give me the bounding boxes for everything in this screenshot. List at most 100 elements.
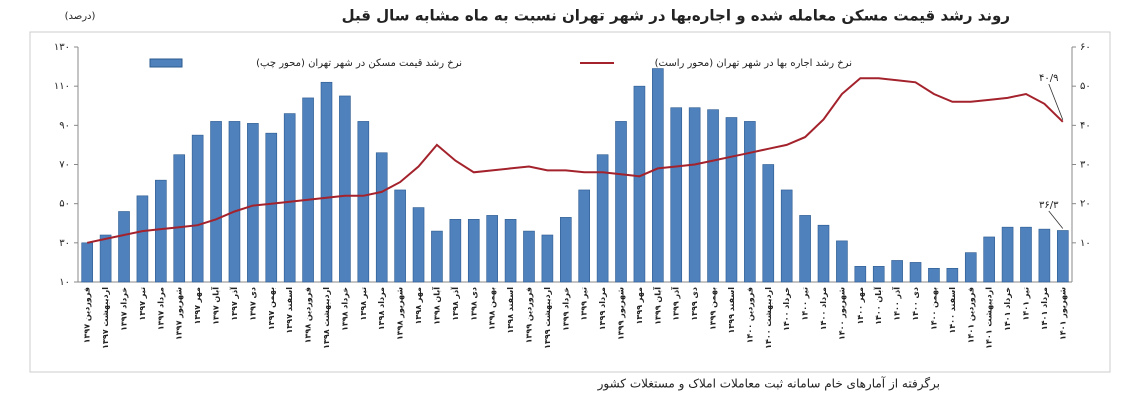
source-note: برگرفته از آمارهای خام سامانه ثبت معاملا… bbox=[597, 376, 940, 392]
chart-title: روند رشد قیمت مسکن معامله شده و اجاره‌به… bbox=[342, 7, 1010, 25]
y-tick-label: ۱۱۰ bbox=[54, 81, 70, 92]
bar bbox=[265, 132, 278, 283]
y-tick-label: ۱۰ bbox=[59, 277, 70, 288]
bar bbox=[762, 164, 775, 283]
bar bbox=[725, 117, 738, 283]
x-tick-label: اردیبهشت ۱۳۹۷ bbox=[101, 287, 110, 349]
bar bbox=[1020, 226, 1032, 283]
x-tick-label: مهر ۱۳۹۷ bbox=[193, 287, 202, 325]
y2-tick-label: ۵۰ bbox=[1080, 81, 1091, 92]
y2-tick-label: ۱۰ bbox=[1080, 238, 1091, 249]
x-tick-label: مرداد ۱۴۰۰ bbox=[819, 287, 828, 330]
x-tick-label: فروردین ۱۴۰۱ bbox=[966, 287, 975, 343]
x-tick-label: تیر ۱۴۰۰ bbox=[801, 287, 810, 321]
x-tick-label: دی ۱۳۹۹ bbox=[690, 287, 699, 321]
y-tick-label: ۹۰ bbox=[59, 120, 70, 131]
bar bbox=[872, 266, 885, 283]
bar bbox=[302, 97, 314, 283]
bar bbox=[1001, 226, 1014, 283]
data-label: ۴۰/۹ bbox=[1039, 73, 1058, 84]
bar bbox=[375, 152, 388, 283]
bar bbox=[1056, 230, 1069, 283]
frame bbox=[29, 31, 1111, 373]
bar bbox=[780, 189, 793, 283]
unit-label: (درصد) bbox=[65, 11, 96, 22]
x-tick-label: دی ۱۳۹۷ bbox=[248, 287, 257, 321]
bar bbox=[155, 179, 167, 283]
bar bbox=[964, 252, 977, 283]
bar bbox=[357, 121, 370, 283]
bar bbox=[228, 121, 241, 283]
bar bbox=[118, 211, 130, 283]
bar bbox=[891, 260, 903, 283]
x-tick-label: آذر ۱۴۰۰ bbox=[892, 287, 902, 321]
x-tick-label: فروردین ۱۳۹۸ bbox=[304, 287, 313, 343]
bar bbox=[854, 266, 867, 283]
bar bbox=[173, 154, 186, 283]
y-tick-label: ۵۰ bbox=[59, 199, 70, 210]
bar bbox=[486, 215, 498, 283]
bar bbox=[596, 154, 609, 283]
bar bbox=[670, 107, 683, 283]
x-tick-label: شهریور ۱۳۹۸ bbox=[396, 287, 405, 340]
bar bbox=[615, 121, 627, 283]
bar bbox=[744, 121, 756, 283]
x-tick-label: شهریور ۱۳۹۹ bbox=[617, 287, 626, 340]
bar bbox=[394, 189, 406, 283]
x-tick-label: بهمن ۱۳۹۷ bbox=[267, 287, 276, 330]
x-tick-label: شهریور ۱۴۰۰ bbox=[837, 287, 846, 340]
x-tick-label: آذر ۱۳۹۹ bbox=[671, 287, 681, 321]
x-tick-label: اسفند ۱۴۰۰ bbox=[948, 287, 957, 334]
bar bbox=[99, 234, 112, 283]
bar bbox=[559, 217, 572, 283]
legend-label: نرخ رشد قیمت مسکن در شهر تهران (محور چپ) bbox=[256, 58, 462, 69]
x-tick-label: فروردین ۱۴۰۰ bbox=[745, 287, 754, 343]
y-tick-label: ۱۳۰ bbox=[54, 42, 70, 53]
x-tick-label: خرداد ۱۴۰۰ bbox=[782, 287, 791, 331]
x-tick-label: اسفند ۱۳۹۷ bbox=[285, 287, 294, 334]
bar bbox=[247, 123, 259, 283]
x-tick-label: بهمن ۱۳۹۹ bbox=[709, 287, 718, 330]
bar bbox=[283, 113, 296, 283]
x-tick-label: آذر ۱۳۹۷ bbox=[229, 287, 239, 321]
x-tick-label: اردیبهشت ۱۳۹۹ bbox=[543, 287, 552, 349]
x-tick-label: تیر ۱۳۹۸ bbox=[359, 287, 368, 321]
x-tick-label: فروردین ۱۳۹۷ bbox=[83, 287, 92, 343]
x-tick-label: اردیبهشت ۱۴۰۰ bbox=[764, 287, 773, 349]
bar bbox=[541, 234, 554, 283]
bar bbox=[633, 85, 646, 283]
bar bbox=[983, 236, 995, 283]
x-tick-label: تیر ۱۳۹۹ bbox=[580, 287, 589, 321]
x-tick-label: خرداد ۱۳۹۹ bbox=[561, 287, 570, 331]
x-tick-label: اسفند ۱۳۹۹ bbox=[727, 287, 736, 334]
bar bbox=[817, 224, 830, 283]
bar bbox=[909, 262, 922, 283]
bar bbox=[81, 242, 94, 283]
bar bbox=[799, 215, 811, 283]
x-tick-label: آبان ۱۳۹۸ bbox=[431, 287, 441, 325]
bar bbox=[928, 267, 940, 283]
x-tick-label: شهریور ۱۴۰۱ bbox=[1058, 287, 1067, 340]
bar bbox=[946, 267, 959, 283]
data-label: ۳۶/۳ bbox=[1039, 200, 1059, 211]
x-tick-label: تیر ۱۳۹۷ bbox=[138, 287, 147, 321]
bar bbox=[449, 219, 462, 283]
x-tick-label: مرداد ۱۳۹۸ bbox=[377, 287, 386, 330]
x-tick-label: خرداد ۱۳۹۸ bbox=[340, 287, 349, 331]
x-tick-label: دی ۱۴۰۰ bbox=[911, 287, 920, 321]
legend-label: نرخ رشد اجاره بها در شهر تهران (محور راس… bbox=[655, 58, 852, 69]
x-tick-label: شهریور ۱۳۹۷ bbox=[175, 287, 184, 340]
x-tick-label: آذر ۱۳۹۸ bbox=[450, 287, 460, 321]
annotation-leader bbox=[1048, 83, 1064, 120]
bar bbox=[523, 230, 535, 283]
bar bbox=[210, 121, 222, 283]
x-tick-label: مرداد ۱۴۰۱ bbox=[1040, 287, 1049, 330]
y2-tick-label: ۴۰ bbox=[1080, 120, 1091, 131]
x-tick-label: مرداد ۱۳۹۷ bbox=[156, 287, 165, 330]
x-tick-label: اسفند ۱۳۹۸ bbox=[506, 287, 515, 334]
y2-tick-label: ۳۰ bbox=[1080, 160, 1091, 171]
x-tick-label: دی ۱۳۹۸ bbox=[469, 287, 478, 321]
x-tick-label: مهر ۱۳۹۸ bbox=[414, 287, 423, 325]
x-tick-label: بهمن ۱۴۰۰ bbox=[929, 287, 938, 330]
